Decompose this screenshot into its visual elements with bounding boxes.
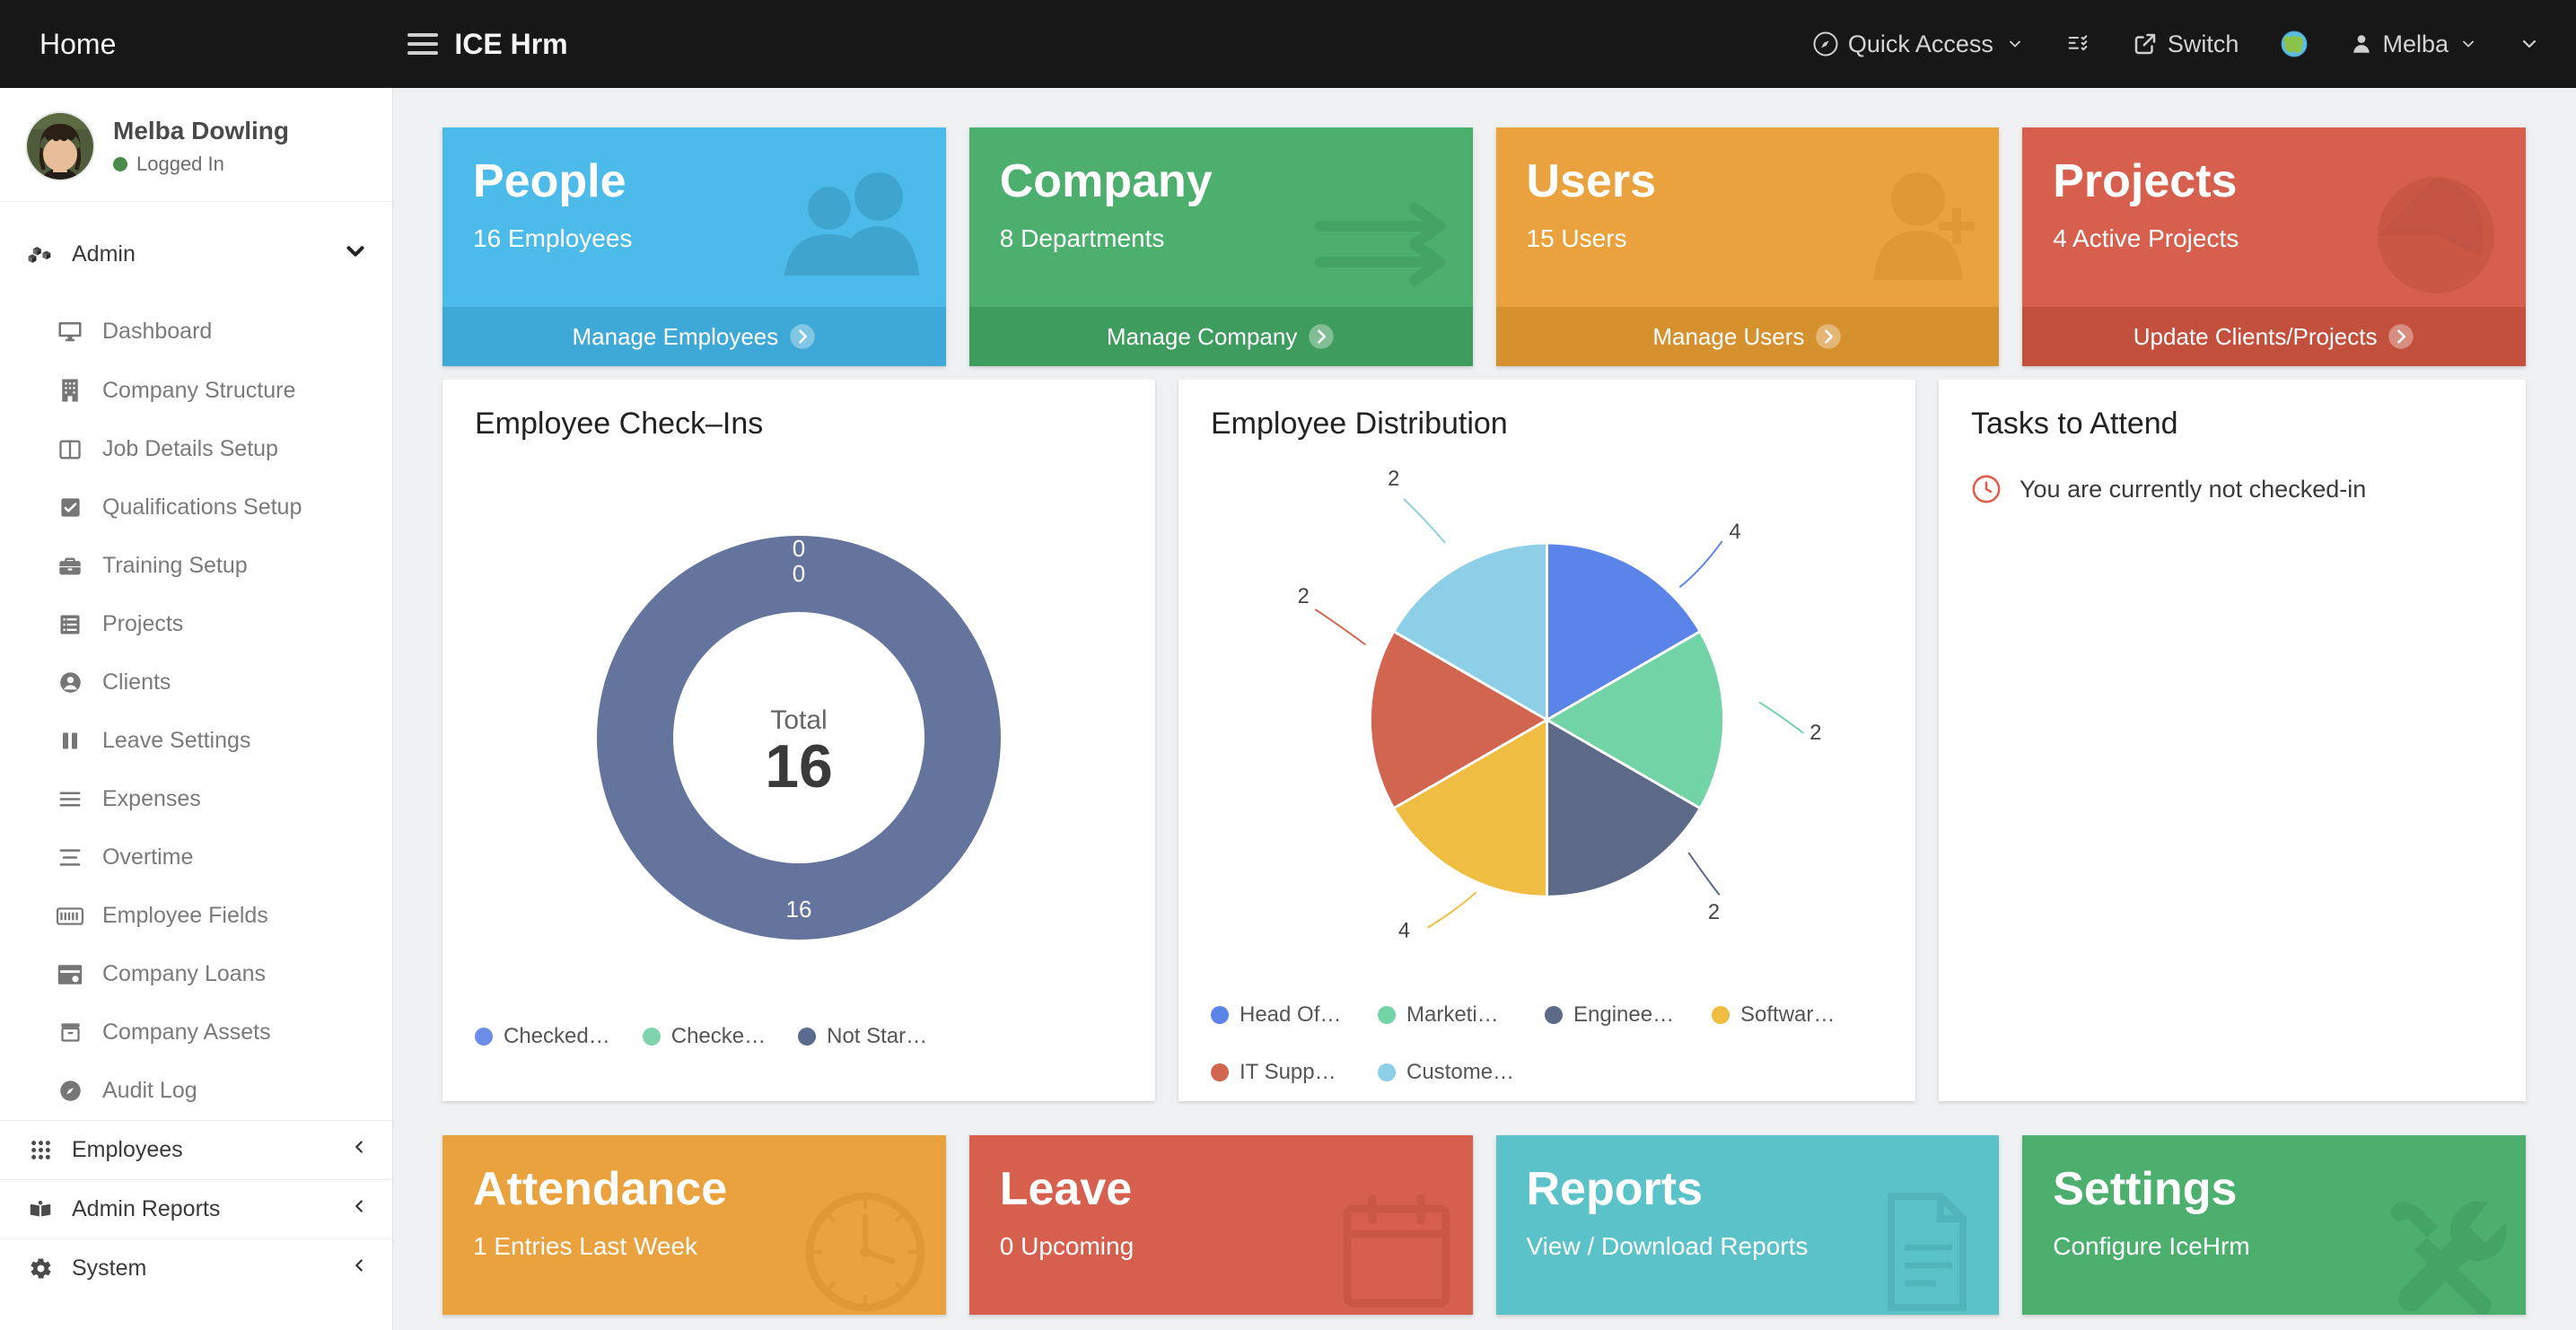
svg-text:2: 2	[1388, 468, 1399, 491]
svg-text:0: 0	[793, 560, 805, 587]
svg-text:2: 2	[1298, 585, 1310, 608]
svg-text:16: 16	[786, 896, 812, 923]
svg-text:4: 4	[1398, 920, 1410, 943]
svg-text:0: 0	[793, 535, 805, 562]
svg-text:2: 2	[1708, 901, 1720, 924]
svg-text:Total: Total	[770, 705, 827, 735]
svg-text:2: 2	[1809, 722, 1821, 745]
svg-text:16: 16	[765, 732, 833, 801]
svg-text:4: 4	[1730, 521, 1741, 544]
